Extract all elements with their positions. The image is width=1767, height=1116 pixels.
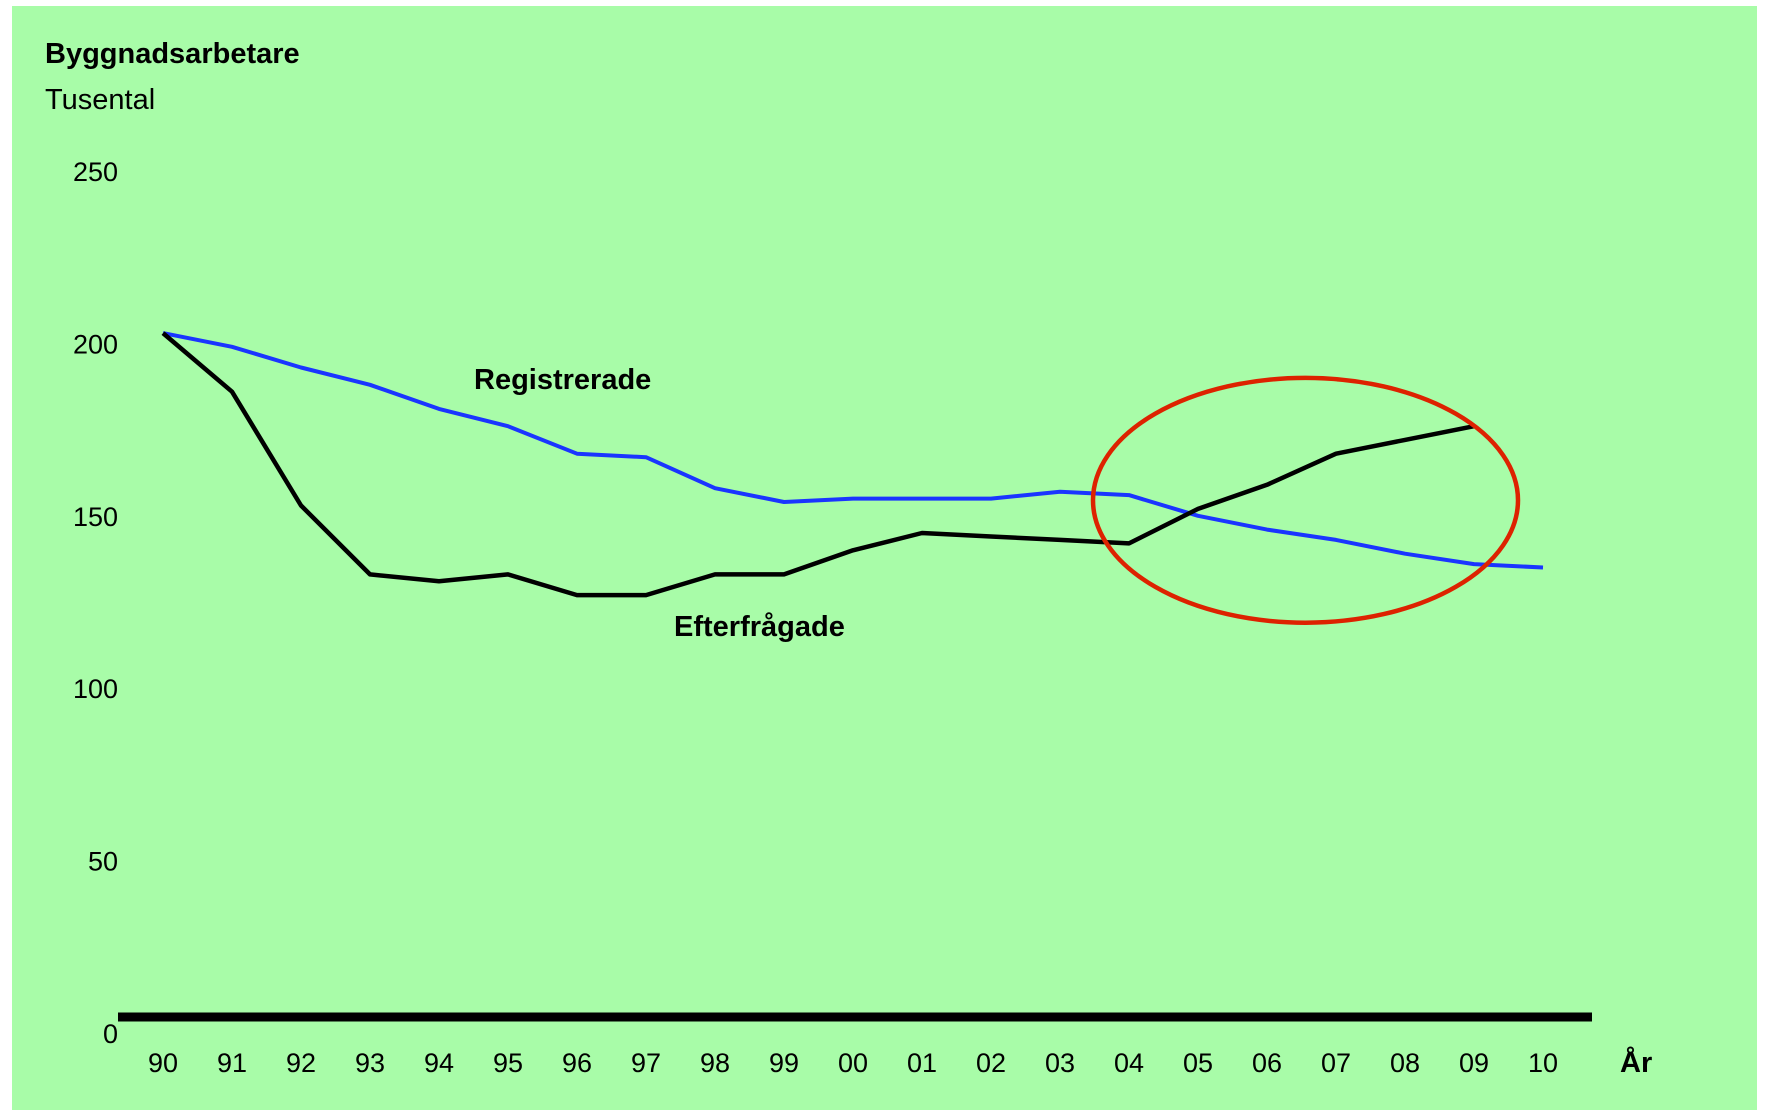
annotations: [1090, 375, 1521, 625]
y-axis-ticks: 0 50 100 150 200 250: [73, 157, 118, 1049]
y-tick-label: 200: [73, 329, 118, 359]
highlight-ellipse: [1090, 375, 1521, 625]
x-tick-label: 90: [148, 1048, 178, 1078]
series-line-efterfragade: [161, 331, 1475, 598]
x-tick-label: 97: [631, 1048, 661, 1078]
x-tick-label: 07: [1321, 1048, 1351, 1078]
y-tick-label: 150: [73, 502, 118, 532]
series-lines: [161, 331, 1544, 598]
x-axis-label: År: [1620, 1046, 1652, 1079]
series-label-registrerade: Registrerade: [474, 364, 651, 396]
series-labels: Registrerade Efterfrågade: [474, 364, 845, 643]
x-axis-ticks: 90 91 92 93 94 95 96 97 98 99 00 01 02 03 04 05 06 07 08 09…: [148, 1048, 1558, 1078]
chart-background: [12, 6, 1757, 1110]
series-label-efterfragade: Efterfrågade: [674, 611, 845, 643]
series-line-registrerade: [162, 331, 1544, 570]
x-tick-label: 99: [769, 1048, 799, 1078]
x-tick-label: 10: [1528, 1048, 1558, 1078]
x-tick-label: 05: [1183, 1048, 1213, 1078]
x-tick-label: 94: [424, 1048, 454, 1078]
x-tick-label: 02: [976, 1048, 1006, 1078]
x-tick-label: 91: [217, 1048, 247, 1078]
x-tick-label: 08: [1390, 1048, 1420, 1078]
x-tick-label: 92: [286, 1048, 316, 1078]
y-tick-label: 0: [103, 1019, 118, 1049]
y-tick-label: 50: [88, 847, 118, 877]
chart-title: Byggnadsarbetare: [45, 38, 300, 70]
x-tick-label: 93: [355, 1048, 385, 1078]
x-tick-label: 00: [838, 1048, 868, 1078]
x-tick-label: 95: [493, 1048, 523, 1078]
x-tick-label: 03: [1045, 1048, 1075, 1078]
x-tick-label: 09: [1459, 1048, 1489, 1078]
x-tick-label: 98: [700, 1048, 730, 1078]
x-tick-label: 06: [1252, 1048, 1282, 1078]
x-tick-label: 04: [1114, 1048, 1144, 1078]
y-tick-label: 100: [73, 674, 118, 704]
x-tick-label: 01: [907, 1048, 937, 1078]
x-tick-label: 96: [562, 1048, 592, 1078]
chart-subtitle: Tusental: [45, 84, 155, 116]
y-tick-label: 250: [73, 157, 118, 187]
